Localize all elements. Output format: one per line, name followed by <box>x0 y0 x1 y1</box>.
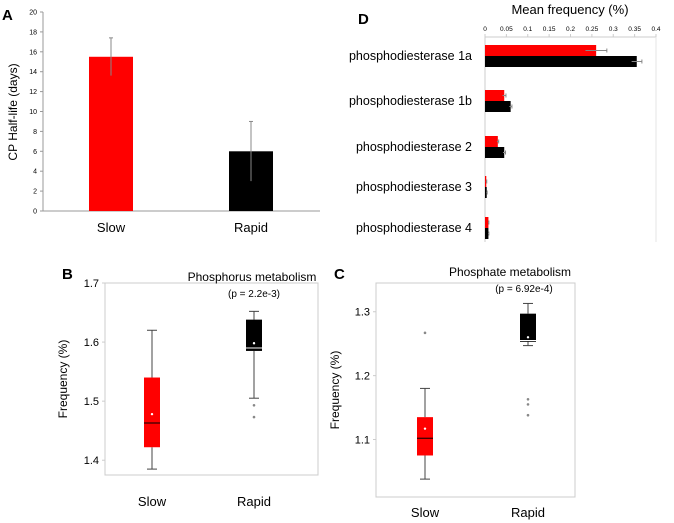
y-axis-title: Frequency (%) <box>328 351 342 430</box>
y-tick-label: 4 <box>33 169 37 176</box>
panel-label-c: C <box>334 266 345 283</box>
category-label: phosphodiesterase 1b <box>349 94 472 108</box>
mean-marker <box>423 427 427 430</box>
y-tick-label: 1.7 <box>84 278 99 290</box>
chart-title: Phosphate metabolism <box>449 265 571 279</box>
y-tick-label: 0 <box>33 209 37 216</box>
panel-label-d: D <box>358 11 369 28</box>
box-rapid <box>520 313 536 342</box>
x-category-label: Rapid <box>234 220 268 235</box>
plot-frame <box>375 282 576 498</box>
y-tick-label: 8 <box>33 129 37 136</box>
panel-c-chart: Phosphate metabolism (p = 6.92e-4) 1.1 1.2 1… <box>328 265 576 520</box>
x-tick-label: 0.05 <box>500 26 513 33</box>
category-label: phosphodiesterase 1a <box>349 49 472 63</box>
y-axis-title: CP Half-life (days) <box>6 63 20 160</box>
bar-slow <box>485 136 498 147</box>
outlier-point <box>526 403 530 406</box>
chart-title: Mean frequency (%) <box>511 2 628 17</box>
y-tick-label: 1.2 <box>355 371 370 383</box>
x-tick-label: 0.1 <box>523 26 532 33</box>
x-tick-label: 0.15 <box>543 26 556 33</box>
y-tick-label: 1.6 <box>84 337 99 349</box>
x-tick-label: 0.4 <box>651 26 660 33</box>
chart-title: Phosphorus metabolism <box>188 270 317 284</box>
box-rapid <box>246 319 262 351</box>
mean-marker <box>526 336 530 339</box>
mean-marker <box>252 342 256 345</box>
box-slow <box>417 417 433 456</box>
outlier-point <box>252 415 256 419</box>
bar-slow <box>485 45 597 56</box>
outlier-point <box>526 413 530 417</box>
bar-rapid <box>485 101 511 112</box>
panel-label-a: A <box>2 7 13 24</box>
y-tick-label: 2 <box>33 189 37 196</box>
panel-b-chart: Phosphorus metabolism (p = 2.2e-3) 1.4 1.5 1… <box>56 270 319 509</box>
x-category-label: Slow <box>138 494 167 509</box>
x-category-label: Slow <box>97 220 126 235</box>
category-label: phosphodiesterase 3 <box>356 180 472 194</box>
chart-subtitle: (p = 2.2e-3) <box>228 289 280 300</box>
y-tick-label: 18 <box>29 29 37 36</box>
plot-frame <box>104 282 319 476</box>
panel-d-chart: Mean frequency (%) 0 0.05 0.1 0.15 0.2 0.25 0.3… <box>349 2 661 242</box>
category-label: phosphodiesterase 4 <box>356 221 472 235</box>
y-tick-label: 1.3 <box>355 307 370 319</box>
y-tick-label: 1.5 <box>84 396 99 408</box>
chart-subtitle: (p = 6.92e-4) <box>495 284 553 295</box>
x-tick-label: 0.3 <box>609 26 618 33</box>
x-tick-label: 0.35 <box>628 26 641 33</box>
panel-a-chart: 0 2 4 6 8 10 12 14 16 18 20 Slow Rapid CP Half-life (… <box>6 10 320 235</box>
y-tick-label: 6 <box>33 149 37 156</box>
panel-label-b: B <box>62 266 73 283</box>
box-slow <box>144 377 160 448</box>
y-axis-title: Frequency (%) <box>56 340 70 419</box>
y-tick-label: 10 <box>29 109 37 116</box>
bar-slow <box>89 56 133 212</box>
y-tick-label: 14 <box>29 69 37 76</box>
mean-marker <box>150 412 154 416</box>
y-tick-label: 1.1 <box>355 435 370 447</box>
outlier-point <box>423 331 427 335</box>
x-tick-label: 0.25 <box>586 26 599 33</box>
x-tick-label: 0 <box>483 26 487 33</box>
bar-rapid <box>485 228 489 239</box>
bar-slow <box>485 90 505 101</box>
y-tick-label: 12 <box>29 89 37 96</box>
bar-rapid <box>485 147 505 158</box>
x-tick-label: 0.2 <box>566 26 575 33</box>
category-label: phosphodiesterase 2 <box>356 140 472 154</box>
x-category-label: Slow <box>411 505 440 520</box>
y-tick-label: 1.4 <box>84 455 99 467</box>
outlier-point <box>526 397 530 401</box>
bar-slow <box>485 176 487 187</box>
x-category-label: Rapid <box>237 494 271 509</box>
y-tick-label: 16 <box>29 49 37 56</box>
outlier-point <box>252 403 256 407</box>
bar-rapid <box>485 187 487 198</box>
y-tick-label: 20 <box>29 10 37 17</box>
bar-rapid <box>485 56 637 67</box>
bar-slow <box>485 217 489 228</box>
x-category-label: Rapid <box>511 505 545 520</box>
